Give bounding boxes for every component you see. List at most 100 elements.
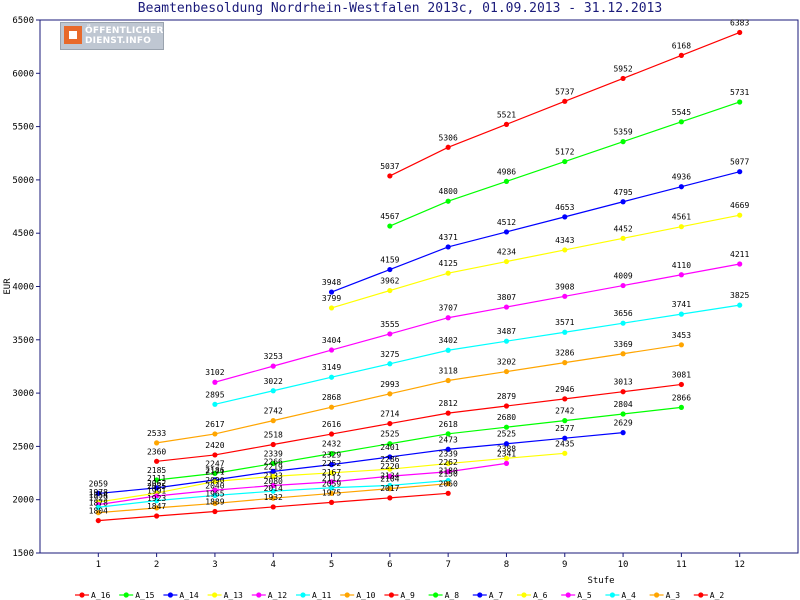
data-point	[562, 396, 568, 402]
data-label: 2111	[147, 474, 166, 483]
data-label: 3908	[555, 282, 574, 291]
legend-item: A_6	[517, 591, 548, 600]
y-tick-label: 5000	[12, 176, 34, 186]
data-label: 3149	[322, 363, 341, 372]
data-label: 3118	[439, 367, 458, 376]
data-label: 2895	[205, 390, 224, 399]
data-label: 2525	[497, 430, 516, 439]
data-label: 3487	[497, 327, 516, 336]
data-label: 2804	[613, 400, 632, 409]
legend-item: A_11	[296, 591, 331, 600]
data-point	[445, 410, 451, 416]
data-point	[562, 450, 568, 456]
legend-marker	[300, 592, 306, 598]
legend-item: A_13	[207, 591, 243, 600]
data-label: 4561	[672, 213, 691, 222]
data-point	[737, 169, 743, 175]
data-label: 2866	[672, 393, 691, 402]
data-label: 4936	[672, 173, 691, 182]
data-point	[387, 441, 393, 447]
data-label: 5737	[555, 87, 574, 96]
data-point	[154, 493, 160, 499]
data-label: 4795	[613, 188, 632, 197]
legend-marker	[388, 592, 394, 598]
data-point	[387, 361, 393, 367]
series-a-9: 2360 2420 2518 2616 2714 2812 2879 2946 3013 3081	[147, 370, 691, 464]
data-label: 5077	[730, 158, 749, 167]
series-line	[214, 263, 740, 383]
data-point	[678, 224, 684, 230]
data-point	[620, 430, 626, 436]
data-point	[212, 487, 218, 493]
data-label: 1929	[89, 493, 108, 502]
data-point	[620, 199, 626, 205]
data-point	[328, 490, 335, 497]
data-label: 2262	[439, 458, 458, 467]
data-label: 1991	[147, 487, 166, 496]
data-point	[737, 99, 743, 105]
data-label: 2186	[205, 466, 224, 475]
legend-item: A_16	[75, 591, 110, 600]
series-line	[214, 304, 740, 405]
data-point	[154, 513, 160, 519]
data-point	[95, 517, 101, 524]
x-tick-label: 3	[212, 560, 217, 570]
data-label: 1975	[322, 488, 341, 497]
data-label: 4009	[613, 272, 632, 281]
legend-item: A_5	[561, 591, 592, 600]
data-point	[212, 431, 218, 437]
series-a-12: 3102 3253 3404 3555 3707 3807 3908 4009 4110 4211	[205, 250, 750, 385]
data-label: 4669	[730, 201, 749, 210]
data-label: 2993	[380, 380, 399, 389]
data-point	[678, 119, 684, 125]
data-label: 2286	[380, 455, 399, 464]
data-point	[503, 178, 510, 184]
series-line	[156, 344, 682, 444]
data-label: 2618	[439, 420, 458, 429]
data-label: 3825	[730, 291, 749, 300]
data-label: 2266	[264, 457, 283, 466]
y-tick-label: 4500	[12, 229, 34, 239]
data-label: 3571	[555, 318, 574, 327]
legend-label: A_3	[666, 591, 681, 600]
data-point	[445, 347, 451, 353]
data-label: 2401	[380, 443, 399, 452]
data-point	[562, 293, 568, 299]
legend-label: A_14	[179, 591, 198, 600]
series-a-13: 3799 3962 4125 4234 4343 4452 4561 4669	[322, 201, 750, 311]
legend-marker	[521, 592, 527, 598]
data-point	[678, 272, 684, 278]
series-a-14: 3948 4159 4371 4512 4653 4795 4936 5077	[322, 158, 750, 295]
data-point	[562, 360, 568, 366]
data-label: 6168	[672, 41, 691, 50]
legend-marker	[654, 592, 660, 598]
logo-mark-icon	[64, 26, 82, 44]
data-point	[737, 29, 743, 36]
data-label: 2339	[439, 450, 458, 459]
data-label: 2252	[322, 459, 341, 468]
data-label: 3369	[613, 340, 632, 349]
data-label: 2171	[205, 467, 224, 476]
series-a-4: 1929 1991 2040 2080 2112 2134 2180	[89, 467, 458, 510]
data-point	[620, 139, 626, 145]
legend-label: A_2	[710, 591, 725, 600]
y-tick-label: 3000	[12, 389, 34, 399]
data-label: 5731	[730, 88, 749, 97]
data-label: 2518	[264, 430, 283, 439]
data-point	[445, 270, 451, 276]
data-point	[328, 374, 335, 380]
data-label: 2617	[205, 420, 224, 429]
data-label: 2879	[497, 392, 516, 401]
legend-item: A_10	[340, 591, 376, 600]
data-label: 2339	[264, 450, 283, 459]
legend: A_16 A_15 A_14 A_13 A_12 A_11 A_10 A_9 A_8 A_7 A_6…	[75, 591, 724, 600]
data-label: 2035	[147, 482, 166, 491]
data-point	[620, 411, 626, 417]
data-label: 4452	[613, 224, 632, 233]
series-line	[98, 462, 507, 506]
legend-label: A_11	[312, 591, 331, 600]
data-label: 4343	[555, 236, 574, 245]
data-label: 2946	[555, 385, 574, 394]
y-tick-label: 5500	[12, 123, 34, 133]
data-label: 3081	[672, 370, 691, 379]
